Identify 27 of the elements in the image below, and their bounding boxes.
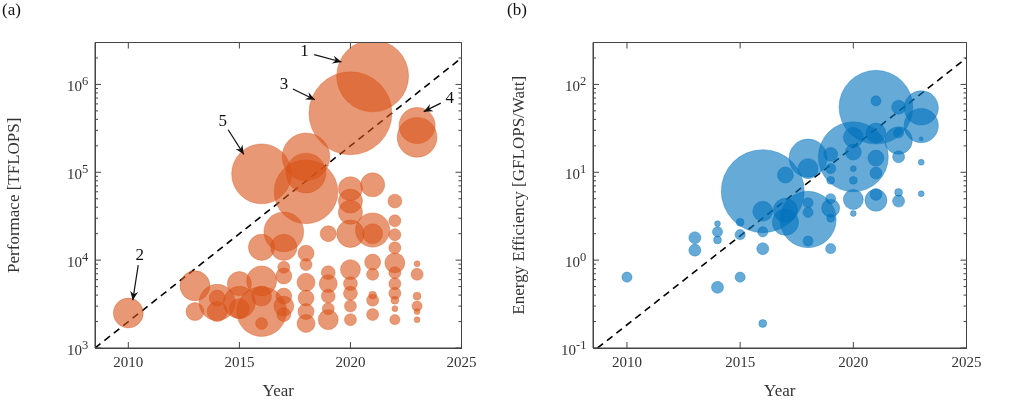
y-tick-label: 10$^{3}$ [67, 338, 89, 358]
y-tick-label: 10$^{4}$ [67, 250, 89, 271]
annotation: 3 [279, 74, 289, 94]
x-tick-label: 2025 [951, 353, 982, 370]
x-axis-title: Year [262, 381, 295, 401]
x-tick-label: 2020 [335, 353, 366, 370]
y-axis-title: Performace [TFLOPS] [3, 117, 23, 273]
y-tick-label: 10$^{-1}$ [561, 338, 587, 358]
annotation: 5 [218, 110, 228, 130]
x-axis-title: Year [764, 381, 796, 401]
x-tick-label: 2025 [446, 353, 477, 370]
x-tick-label: 2015 [725, 353, 756, 370]
y-tick-label: 10$^{6}$ [67, 74, 89, 95]
chart-title: (b) [507, 0, 527, 20]
y-tick-label: 10$^{0}$ [565, 250, 587, 271]
x-tick-label: 2015 [224, 353, 255, 370]
annotation: 4 [445, 88, 455, 108]
x-tick-label: 2020 [838, 353, 869, 370]
annotation: 2 [135, 244, 145, 264]
y-axis-title: Energy Efficiency [GFLOPS/Watt] [508, 75, 528, 315]
y-tick-label: 10$^{2}$ [565, 74, 587, 95]
x-tick-label: 2010 [611, 353, 642, 370]
x-tick-label: 2010 [113, 353, 144, 370]
chart-title: (a) [2, 0, 21, 20]
annotation: 1 [300, 41, 309, 61]
y-tick-label: 10$^{1}$ [565, 162, 587, 183]
y-tick-label: 10$^{5}$ [67, 162, 89, 183]
